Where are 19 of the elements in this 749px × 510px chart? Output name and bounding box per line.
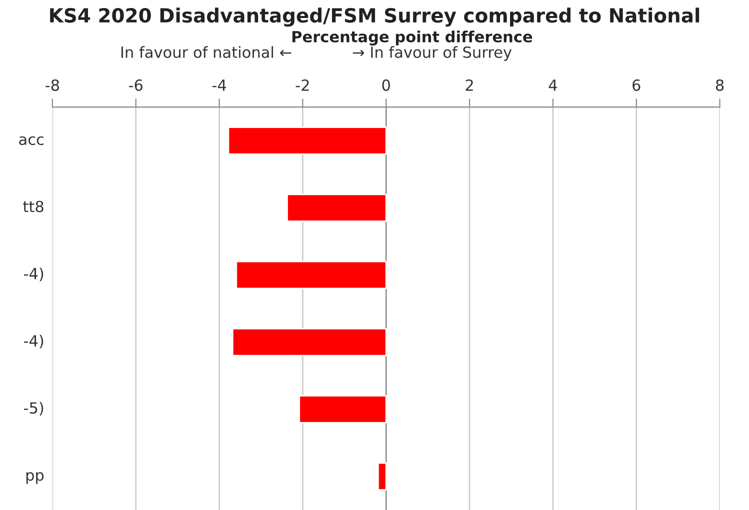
x-tick-label: 2 — [466, 79, 473, 91]
chart-subtitle: Percentage point difference — [292, 30, 532, 46]
x-tick-label: 0 — [382, 79, 390, 91]
x-tick-label: 8 — [716, 79, 724, 91]
y-tick-label: acc — [19, 136, 44, 146]
y-tick-label: pp — [26, 472, 44, 484]
text: → In favour of Surrey — [352, 46, 512, 61]
y-tick-label: -4) — [24, 268, 44, 282]
text: In favour of national ← — [121, 46, 292, 58]
chart-title: KS4 2020 Disadvantaged/FSM Surrey compared to National — [50, 8, 700, 27]
y-tick-label: -4) — [24, 334, 44, 348]
x-tick-label: 6 — [632, 79, 640, 91]
x-tick-label: -4 — [212, 80, 226, 91]
x-tick-label: -8 — [46, 79, 59, 91]
x-tick-label: -6 — [128, 79, 143, 91]
y-tick-label: tt8 — [23, 200, 44, 212]
x-tick-label: 4 — [548, 80, 557, 91]
x-tick-label: -2 — [296, 79, 309, 91]
y-tick-label: -5) — [24, 402, 44, 416]
